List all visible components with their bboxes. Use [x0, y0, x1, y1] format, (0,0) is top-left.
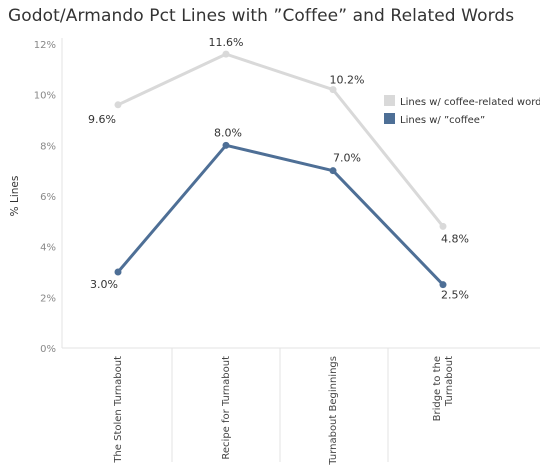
x-tick-label-line: Turnabout Beginnings: [328, 356, 339, 466]
data-point[interactable]: [222, 50, 230, 58]
data-label: 3.0%: [90, 278, 118, 291]
x-tick-label: The Stolen Turnabout: [113, 356, 124, 464]
data-label: 4.8%: [441, 232, 469, 245]
data-point[interactable]: [439, 222, 447, 230]
data-label: 11.6%: [209, 36, 244, 49]
legend-swatch: [384, 95, 395, 106]
legend-entry: Lines w/ ”coffee”: [400, 115, 485, 126]
y-tick-label: 0%: [40, 344, 56, 355]
x-tick-label: Bridge to theTurnabout: [432, 356, 455, 421]
x-tick-label: Recipe for Turnabout: [221, 356, 232, 460]
legend-swatch: [384, 113, 395, 124]
data-label: 7.0%: [333, 152, 361, 165]
data-label: 9.6%: [88, 113, 116, 126]
data-point[interactable]: [114, 101, 122, 109]
data-point[interactable]: [439, 281, 447, 289]
chart-title: Godot/Armando Pct Lines with ”Coffee” an…: [8, 6, 515, 26]
y-axis-title: % Lines: [9, 176, 21, 217]
data-label: 8.0%: [214, 126, 242, 139]
legend-entry: Lines w/ coffee-related word: [400, 97, 540, 108]
x-tick-label: Turnabout Beginnings: [328, 356, 339, 466]
data-label: 10.2%: [330, 74, 365, 87]
y-tick-label: 4%: [40, 243, 56, 254]
data-point[interactable]: [222, 141, 230, 149]
data-point[interactable]: [114, 268, 122, 276]
series-line-1: [116, 52, 445, 228]
y-tick-label: 6%: [40, 192, 56, 203]
data-label: 2.5%: [441, 289, 469, 302]
x-tick-label-line: Bridge to the: [432, 356, 443, 421]
y-tick-label: 2%: [40, 293, 56, 304]
x-tick-label-line: Recipe for Turnabout: [221, 356, 232, 460]
y-tick-label: 12%: [34, 40, 56, 51]
x-tick-label-line: The Stolen Turnabout: [113, 356, 124, 464]
x-tick-label-line: Turnabout: [444, 356, 455, 407]
data-point[interactable]: [329, 167, 337, 175]
y-tick-label: 8%: [40, 141, 56, 152]
data-point[interactable]: [329, 86, 337, 94]
series-line-2: [116, 143, 445, 287]
y-tick-label: 10%: [34, 91, 56, 102]
